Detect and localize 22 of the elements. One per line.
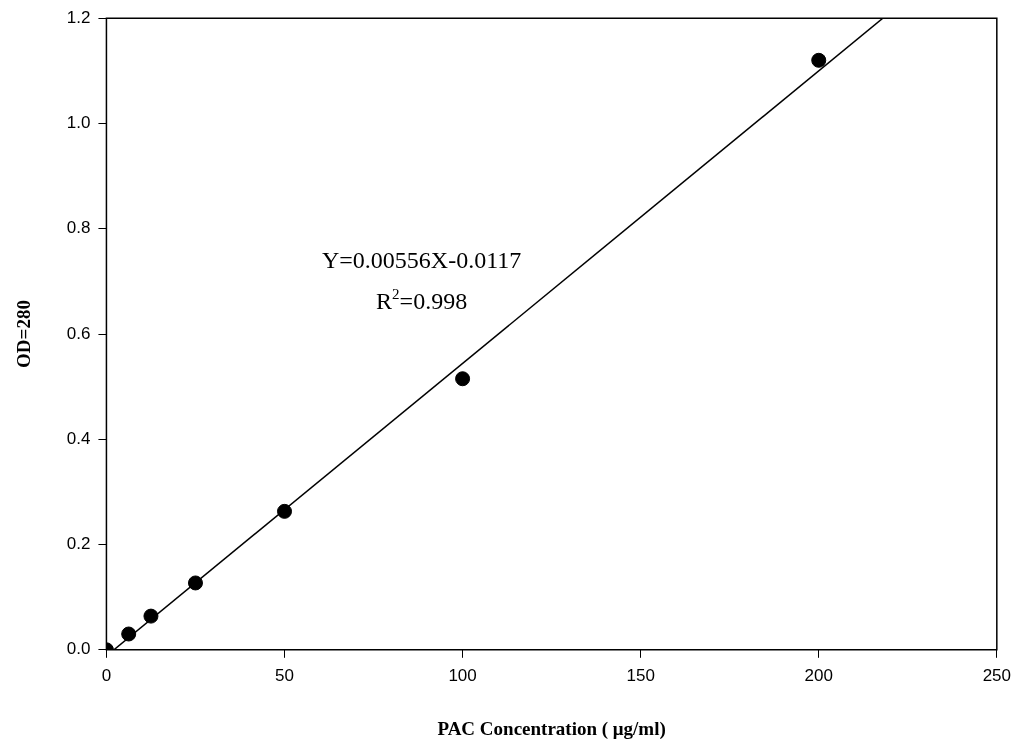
x-tick-label: 100 (448, 665, 477, 685)
x-tick-label: 200 (804, 665, 833, 685)
point (187, 575, 203, 591)
x-axis-title: PAC Concentration ( μg/ml) (437, 717, 666, 740)
point (121, 626, 137, 642)
y-axis-title: OD=280 (13, 300, 35, 368)
y-tick-label: 1.0 (66, 113, 91, 133)
x-tick-label: 150 (626, 665, 655, 685)
x-tick-label: 50 (275, 665, 294, 685)
point (455, 371, 471, 387)
x-tick-label: 0 (101, 665, 112, 685)
annotation: Y=0.00556X-0.0117 (321, 246, 522, 273)
y-tick-label: 0.0 (66, 639, 91, 659)
point (143, 608, 159, 624)
point (277, 503, 293, 519)
y-tick-label: 0.8 (66, 218, 91, 238)
x-tick-label: 250 (982, 665, 1012, 685)
y-tick-label: 0.6 (66, 323, 91, 343)
y-tick-label: 1.2 (66, 7, 91, 27)
point (811, 52, 827, 68)
y-tick-label: 0.4 (66, 428, 91, 448)
y-tick-label: 0.2 (66, 534, 91, 554)
